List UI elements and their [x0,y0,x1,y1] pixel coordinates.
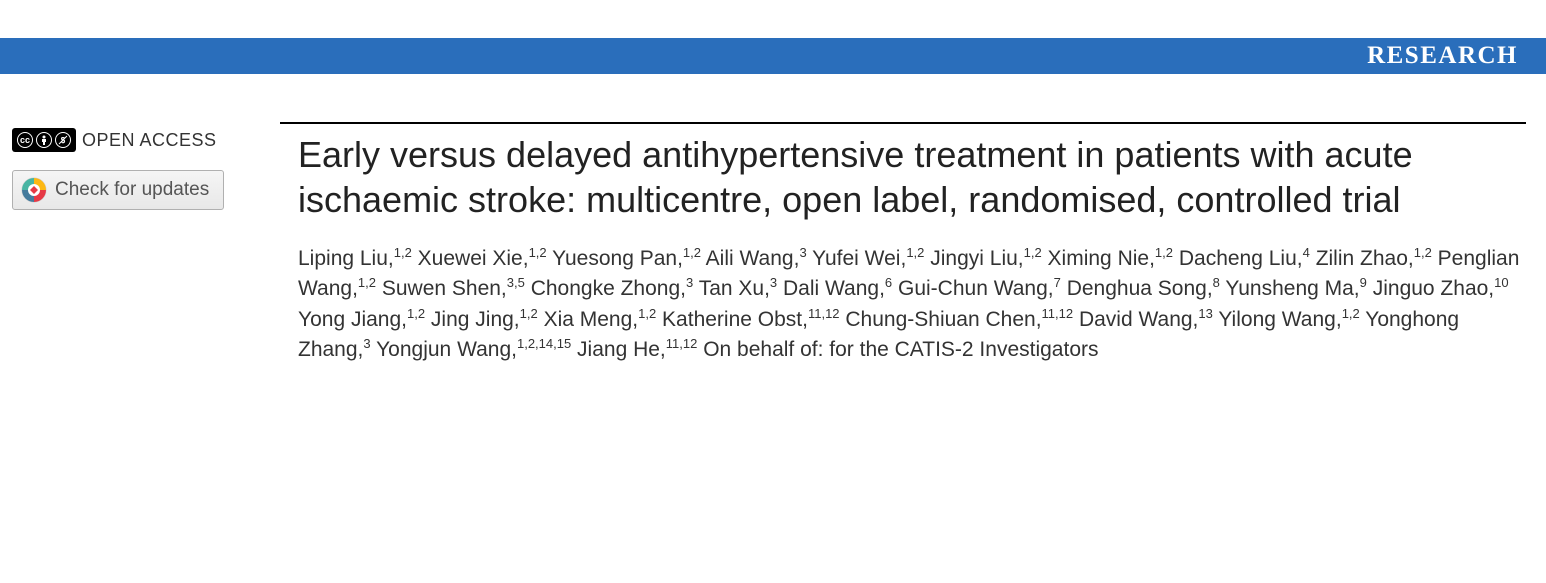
author-affiliation: 8 [1213,275,1220,290]
author-affiliation: 9 [1360,275,1367,290]
open-access-row: cc $ OPEN ACCESS [12,128,280,152]
author-affiliation: 11,12 [666,336,698,351]
behalf-text: On behalf of: for the CATIS-2 Investigat… [703,338,1098,361]
author-name: Yilong Wang, [1218,308,1341,331]
author-name: Denghua Song, [1067,277,1213,300]
author-name: Yongjun Wang, [376,338,517,361]
author-affiliation: 3 [799,245,806,260]
author-name: Jing Jing, [431,308,520,331]
author-name: Xuewei Xie, [418,247,529,270]
author-name: Chongke Zhong, [531,277,686,300]
author-affiliation: 1,2 [1024,245,1042,260]
author-affiliation: 3 [363,336,370,351]
author-affiliation: 3 [686,275,693,290]
author-affiliation: 1,2 [358,275,376,290]
open-access-label: OPEN ACCESS [82,130,217,151]
sidebar: cc $ OPEN ACCESS Check for updates [12,122,280,366]
author-affiliation: 1,2 [1342,306,1360,321]
crossmark-icon [21,177,47,203]
cc-license-badge: cc $ [12,128,76,152]
section-label: RESEARCH [1367,42,1518,70]
author-affiliation: 1,2 [1414,245,1432,260]
author-affiliation: 11,12 [808,306,840,321]
author-affiliation: 1,2 [520,306,538,321]
author-affiliation: 10 [1494,275,1508,290]
author-name: Suwen Shen, [382,277,507,300]
author-name: Xia Meng, [544,308,639,331]
author-affiliation: 3,5 [507,275,525,290]
author-affiliation: 13 [1198,306,1212,321]
by-icon [36,132,52,148]
author-affiliation: 1,2 [906,245,924,260]
content-row: cc $ OPEN ACCESS Check for updates [0,74,1546,366]
author-affiliation: 1,2 [1155,245,1173,260]
author-affiliation: 1,2 [394,245,412,260]
author-affiliation: 1,2 [407,306,425,321]
main-content: Early versus delayed antihypertensive tr… [280,122,1526,366]
author-name: Liping Liu, [298,247,394,270]
author-name: Jinguo Zhao, [1373,277,1494,300]
nc-icon: $ [55,132,71,148]
author-affiliation: 6 [885,275,892,290]
authors-block: Liping Liu,1,2 Xuewei Xie,1,2 Yuesong Pa… [298,244,1526,366]
author-affiliation: 1,2 [683,245,701,260]
author-affiliation: 3 [770,275,777,290]
author-name: Dacheng Liu, [1179,247,1303,270]
author-affiliation: 4 [1303,245,1310,260]
author-name: Yong Jiang, [298,308,407,331]
cc-icon: cc [17,132,33,148]
author-name: Zilin Zhao, [1316,247,1414,270]
article-title: Early versus delayed antihypertensive tr… [298,132,1526,222]
author-affiliation: 1,2,14,15 [517,336,571,351]
author-name: Yuesong Pan, [552,247,683,270]
author-name: Katherine Obst, [662,308,808,331]
author-name: Tan Xu, [699,277,770,300]
check-for-updates-label: Check for updates [55,179,209,201]
author-name: Jiang He, [577,338,666,361]
author-name: Dali Wang, [783,277,885,300]
author-name: Chung-Shiuan Chen, [845,308,1041,331]
author-name: David Wang, [1079,308,1198,331]
author-affiliation: 1,2 [529,245,547,260]
author-name: Yufei Wei, [812,247,906,270]
author-name: Gui-Chun Wang, [898,277,1054,300]
section-header-band: RESEARCH [0,38,1546,74]
author-name: Ximing Nie, [1048,247,1155,270]
author-affiliation: 11,12 [1042,306,1074,321]
author-affiliation: 7 [1054,275,1061,290]
author-affiliation: 1,2 [638,306,656,321]
author-name: Jingyi Liu, [930,247,1023,270]
author-name: Yunsheng Ma, [1225,277,1359,300]
check-for-updates-button[interactable]: Check for updates [12,170,224,210]
author-name: Aili Wang, [706,247,800,270]
